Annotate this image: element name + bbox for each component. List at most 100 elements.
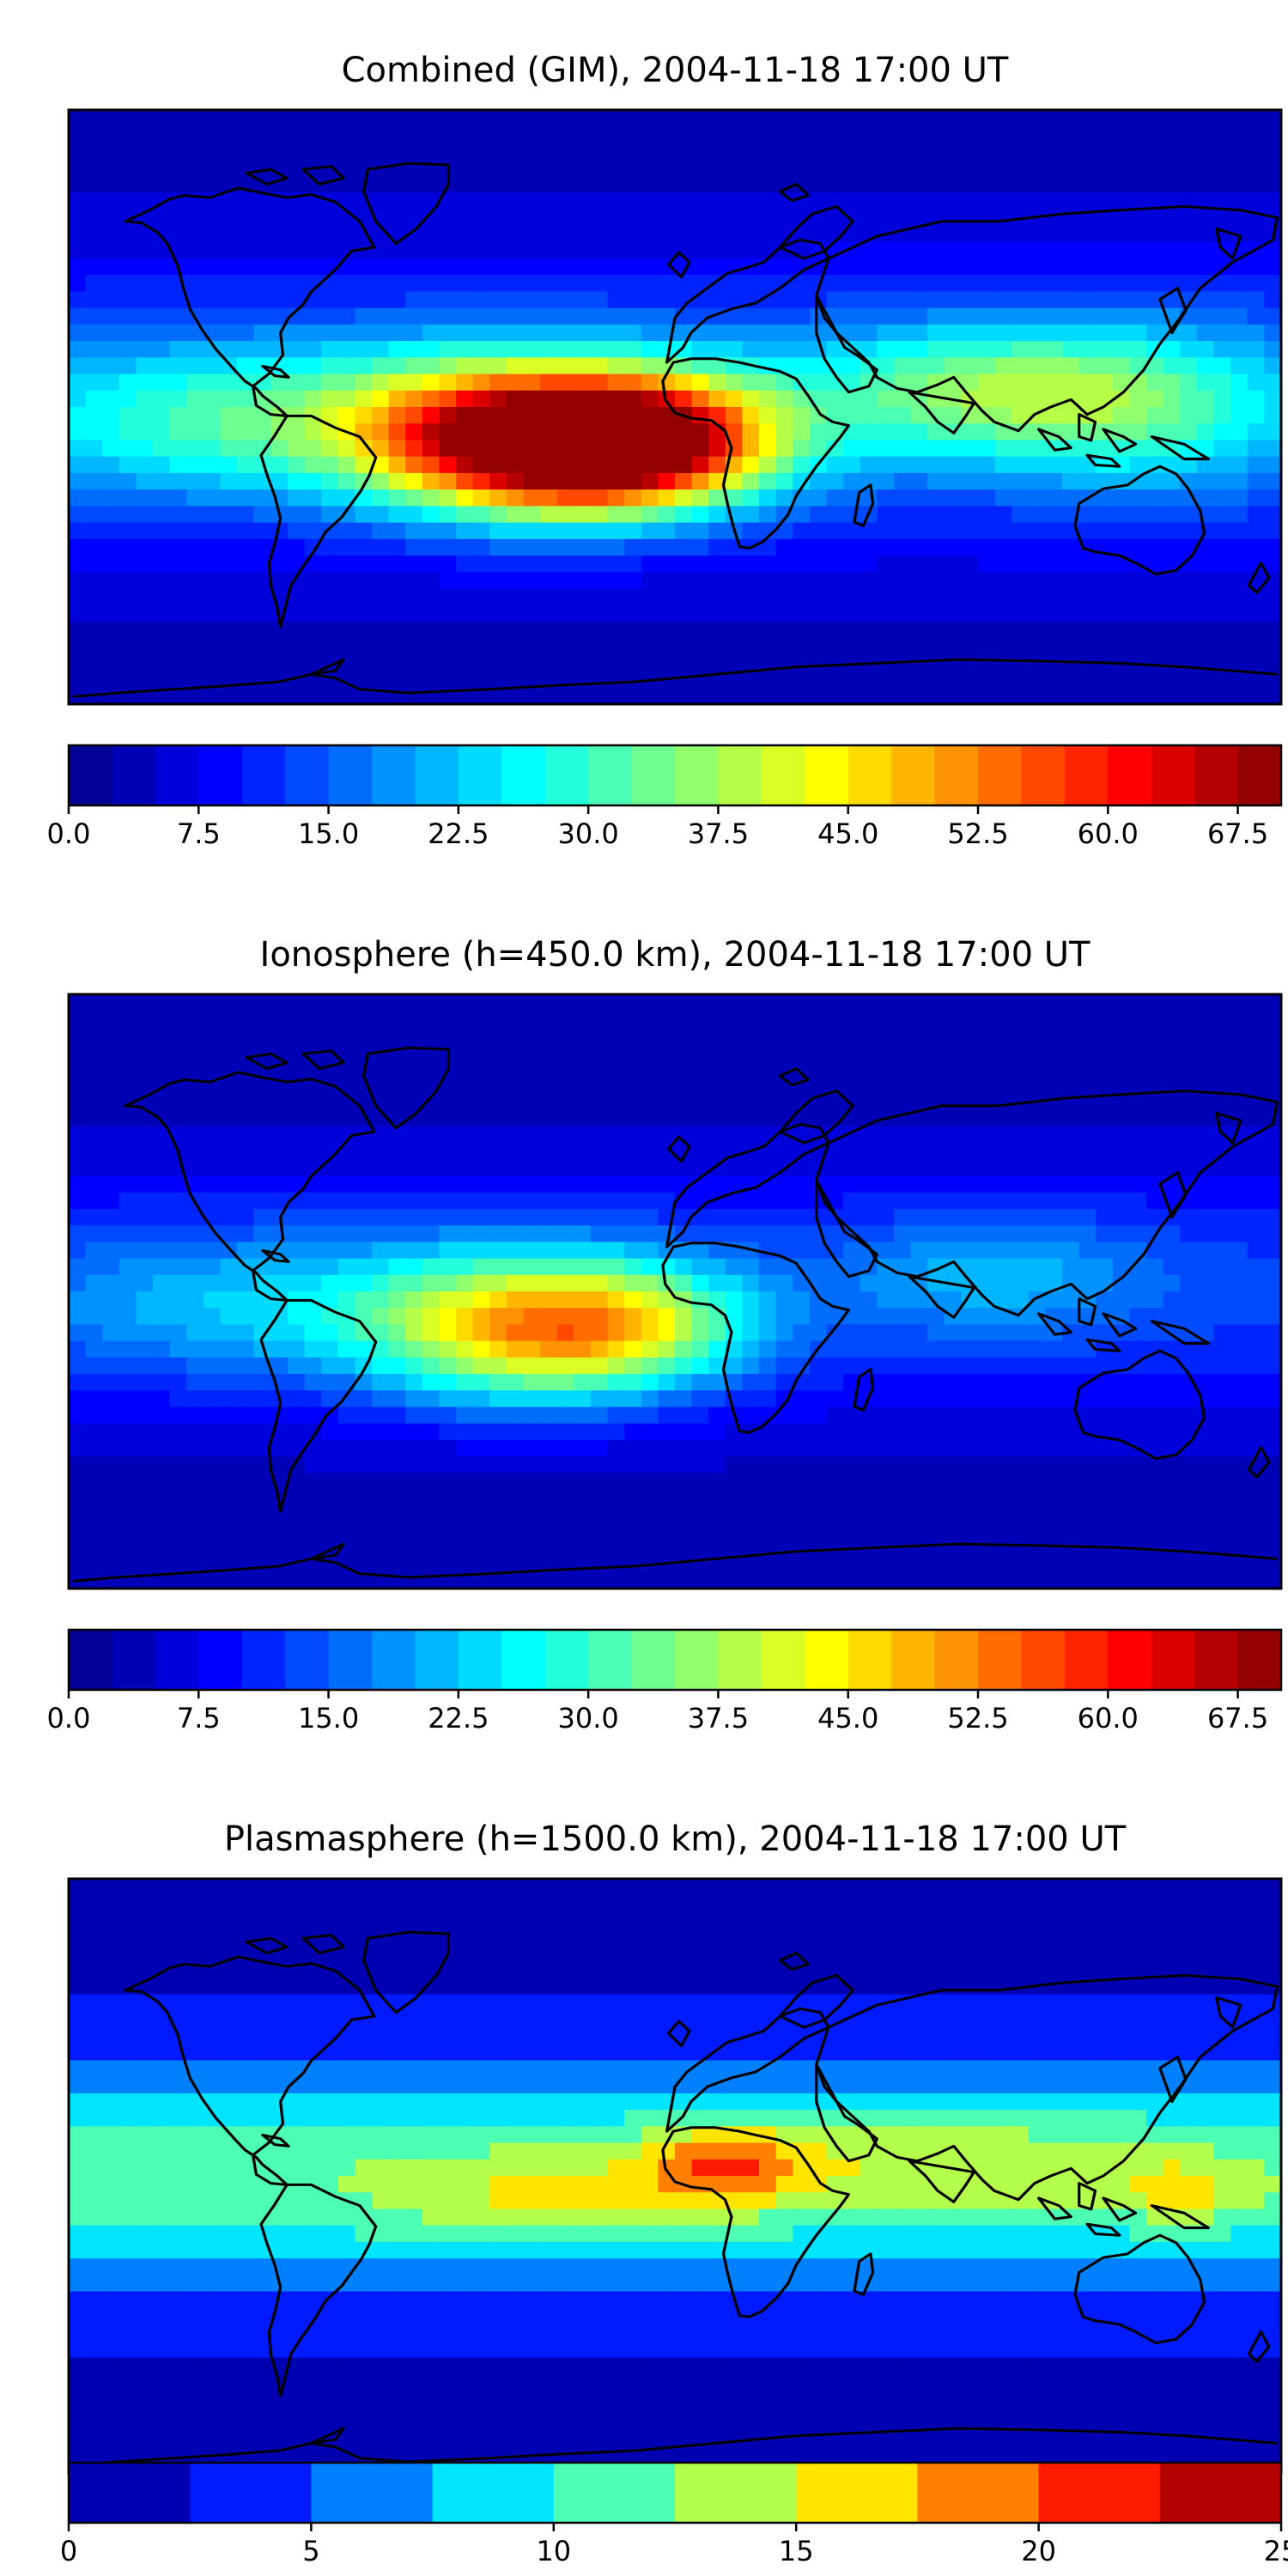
heat-cell bbox=[742, 407, 760, 424]
heat-cell bbox=[1146, 1374, 1164, 1391]
heat-cell bbox=[102, 143, 120, 161]
heat-cell bbox=[910, 472, 928, 490]
heat-cell bbox=[220, 1143, 238, 1160]
heat-cell bbox=[826, 572, 844, 590]
heat-cell bbox=[304, 1143, 322, 1160]
heat-cell bbox=[337, 159, 355, 177]
heat-cell bbox=[1146, 671, 1164, 689]
heat-cell bbox=[102, 638, 120, 655]
heat-cell bbox=[1264, 1192, 1282, 1210]
heat-cell bbox=[220, 1390, 238, 1408]
heat-cell bbox=[506, 687, 525, 705]
heat-cell bbox=[321, 374, 339, 392]
heat-cell bbox=[1129, 588, 1147, 606]
heat-cell bbox=[372, 994, 390, 1012]
heat-cell bbox=[944, 1242, 962, 1260]
heat-cell bbox=[472, 1340, 490, 1358]
heat-cell bbox=[556, 126, 574, 144]
heat-cell bbox=[388, 605, 406, 623]
heat-cell bbox=[372, 654, 390, 672]
heat-cell bbox=[1264, 1440, 1282, 1457]
heat-cell bbox=[826, 291, 844, 309]
heat-cell bbox=[961, 258, 979, 276]
heat-cell bbox=[843, 1357, 861, 1375]
heat-cell bbox=[388, 1159, 406, 1177]
heat-cell bbox=[944, 671, 962, 689]
heat-cell bbox=[85, 126, 103, 144]
heat-cell bbox=[793, 159, 811, 177]
heat-cell bbox=[1078, 126, 1097, 144]
heat-cell bbox=[961, 423, 979, 441]
heat-cell bbox=[270, 472, 289, 490]
heat-cell bbox=[220, 1374, 238, 1391]
heat-cell bbox=[1180, 588, 1198, 606]
heat-cell bbox=[472, 538, 490, 556]
heat-cell bbox=[321, 456, 339, 474]
heat-cell bbox=[456, 489, 474, 507]
heat-cell bbox=[1247, 1225, 1265, 1242]
heat-cell bbox=[422, 588, 440, 606]
heat-cell bbox=[843, 1440, 861, 1457]
heat-cell bbox=[270, 687, 289, 705]
heat-cell bbox=[439, 1324, 457, 1342]
heat-cell bbox=[1213, 1390, 1231, 1408]
heat-cell bbox=[1146, 1093, 1164, 1111]
heat-cell bbox=[304, 1192, 322, 1210]
heat-cell bbox=[1012, 1340, 1030, 1358]
colorbar-segment bbox=[891, 745, 936, 805]
heat-cell bbox=[893, 341, 912, 358]
heat-cell bbox=[1180, 1274, 1198, 1292]
heat-cell bbox=[472, 175, 490, 193]
heat-cell bbox=[1028, 588, 1047, 606]
heat-cell bbox=[1096, 126, 1114, 144]
heat-cell bbox=[540, 522, 558, 540]
heat-cell bbox=[405, 605, 423, 623]
heat-cell bbox=[675, 1308, 693, 1326]
heat-cell bbox=[287, 1043, 306, 1061]
heat-cell bbox=[1028, 556, 1047, 573]
heat-cell bbox=[1146, 1242, 1164, 1260]
heat-cell bbox=[69, 1192, 87, 1210]
heat-cell bbox=[456, 1489, 474, 1507]
heat-cell bbox=[759, 1011, 777, 1029]
heat-cell bbox=[287, 374, 306, 392]
heat-cell bbox=[69, 1440, 87, 1457]
heat-cell bbox=[826, 390, 844, 408]
heat-cell bbox=[405, 175, 423, 193]
heat-cell bbox=[506, 1374, 525, 1391]
heat-cell bbox=[944, 110, 962, 127]
heat-cell bbox=[1129, 1126, 1147, 1144]
heat-cell bbox=[877, 1011, 895, 1029]
heat-cell bbox=[1012, 291, 1030, 309]
heat-cell bbox=[809, 374, 828, 392]
heat-cell bbox=[1196, 1505, 1215, 1523]
heat-cell bbox=[658, 1440, 676, 1457]
heat-cell bbox=[540, 687, 558, 705]
heat-cell bbox=[439, 1077, 457, 1094]
heat-cell bbox=[607, 1440, 625, 1457]
heat-cell bbox=[253, 1077, 271, 1094]
heat-cell bbox=[472, 341, 490, 358]
heat-cell bbox=[675, 1456, 693, 1474]
heat-cell bbox=[708, 209, 726, 227]
map-frame bbox=[67, 108, 1283, 706]
heat-cell bbox=[472, 225, 490, 243]
heat-cell bbox=[994, 556, 1012, 573]
heat-cell bbox=[927, 687, 945, 705]
heat-cell bbox=[708, 1406, 726, 1425]
heat-cell bbox=[1045, 506, 1063, 524]
heat-cell bbox=[337, 1258, 355, 1276]
heat-cell bbox=[1213, 1489, 1231, 1507]
heat-cell bbox=[893, 1077, 912, 1094]
colorbar-tick-label: 37.5 bbox=[688, 817, 749, 850]
heat-cell bbox=[675, 994, 693, 1012]
heat-cell bbox=[203, 341, 222, 358]
heat-cell bbox=[405, 258, 423, 276]
heat-cell bbox=[675, 1489, 693, 1507]
heat-cell bbox=[1180, 489, 1198, 507]
heat-cell bbox=[574, 687, 592, 705]
heat-cell bbox=[422, 440, 440, 458]
heat-cell bbox=[658, 143, 676, 161]
heat-cell bbox=[287, 1274, 306, 1292]
heat-cell bbox=[523, 110, 541, 127]
